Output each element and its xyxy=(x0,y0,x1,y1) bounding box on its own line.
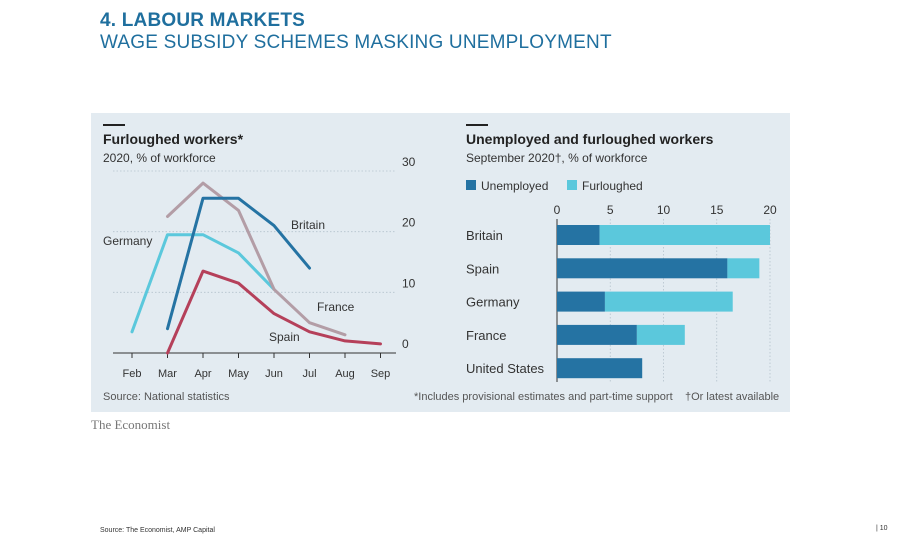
line-series-label-britain: Britain xyxy=(291,218,325,232)
bar-furloughed xyxy=(599,225,770,245)
bar-chart-note-provisional: *Includes provisional estimates and part… xyxy=(414,391,673,403)
line-series-label-france: France xyxy=(317,300,355,314)
line-y-tick-label: 20 xyxy=(402,216,416,230)
slide-title: 4. LABOUR MARKETS xyxy=(100,10,306,31)
line-x-tick-label: Apr xyxy=(194,368,211,380)
line-series-label-spain: Spain xyxy=(269,330,300,344)
line-chart-subtitle: 2020, % of workforce xyxy=(103,151,216,165)
bar-category-label: Spain xyxy=(466,261,499,276)
line-series-britain xyxy=(166,196,311,331)
legend-label-furloughed: Furloughed xyxy=(582,179,643,193)
line-series-spain xyxy=(166,269,382,355)
bar-unemployed xyxy=(557,258,728,279)
line-series-france xyxy=(166,181,347,337)
bar-furloughed xyxy=(727,258,760,279)
chart-panel: Furloughed workers* 2020, % of workforce… xyxy=(91,113,790,412)
bar-chart-title: Unemployed and furloughed workers xyxy=(466,131,714,147)
bar-chart-title-rule xyxy=(466,124,488,126)
bar-chart-subtitle: September 2020†, % of workforce xyxy=(466,151,648,165)
line-chart-source: Source: National statistics xyxy=(103,391,230,403)
bar-category-label: France xyxy=(466,328,506,343)
bar-chart: 0 5 10 15 20 Britain Spain Germany France United … xyxy=(466,203,777,382)
bar-category-label: Britain xyxy=(466,228,503,243)
page-number: | 10 xyxy=(876,525,888,532)
economist-logo: The Economist xyxy=(91,417,171,432)
line-chart: 0 10 20 30 Feb Mar Apr May Jun Jul Aug Sep Germany Fr… xyxy=(103,155,416,380)
bar-chart-note-latest: †Or latest available xyxy=(685,391,779,403)
line-x-tick-label: Aug xyxy=(335,368,355,380)
line-series-label-germany: Germany xyxy=(103,234,152,248)
bar-x-tick-label: 20 xyxy=(763,203,777,217)
bar-furloughed xyxy=(604,291,733,312)
line-x-tick-label: Jul xyxy=(302,368,316,380)
bar-unemployed xyxy=(557,225,600,245)
line-chart-title: Furloughed workers* xyxy=(103,131,244,147)
charts-svg: Furloughed workers* 2020, % of workforce… xyxy=(103,124,779,403)
line-x-tick-label: Mar xyxy=(158,368,177,380)
bar-unemployed xyxy=(557,291,605,312)
bar-x-tick-label: 15 xyxy=(710,203,724,217)
bar-unemployed xyxy=(557,358,643,379)
footer-source: Source: The Economist, AMP Capital xyxy=(100,527,215,534)
legend-swatch-unemployed xyxy=(466,180,476,190)
line-x-tick-label: Sep xyxy=(371,368,391,380)
bar-x-tick-label: 5 xyxy=(607,203,614,217)
legend-swatch-furloughed xyxy=(567,180,577,190)
bar-unemployed xyxy=(557,324,637,345)
line-x-tick-label: May xyxy=(228,368,249,380)
bar-category-label: Germany xyxy=(466,295,520,310)
bar-category-label: United States xyxy=(466,361,545,376)
line-series-germany xyxy=(130,233,276,334)
legend-label-unemployed: Unemployed xyxy=(481,179,548,193)
line-y-tick-label: 10 xyxy=(402,276,416,290)
bar-x-tick-label: 0 xyxy=(554,203,561,217)
line-y-tick-label: 30 xyxy=(402,155,416,169)
line-x-tick-label: Jun xyxy=(265,368,283,380)
line-x-tick-label: Feb xyxy=(123,368,142,380)
bar-x-tick-label: 10 xyxy=(657,203,671,217)
bar-furloughed xyxy=(636,324,685,345)
slide-subtitle: WAGE SUBSIDY SCHEMES MASKING UNEMPLOYMEN… xyxy=(100,32,612,53)
line-chart-title-rule xyxy=(103,124,125,126)
bar-legend: Unemployed Furloughed xyxy=(466,179,643,193)
line-y-tick-label: 0 xyxy=(402,337,409,351)
